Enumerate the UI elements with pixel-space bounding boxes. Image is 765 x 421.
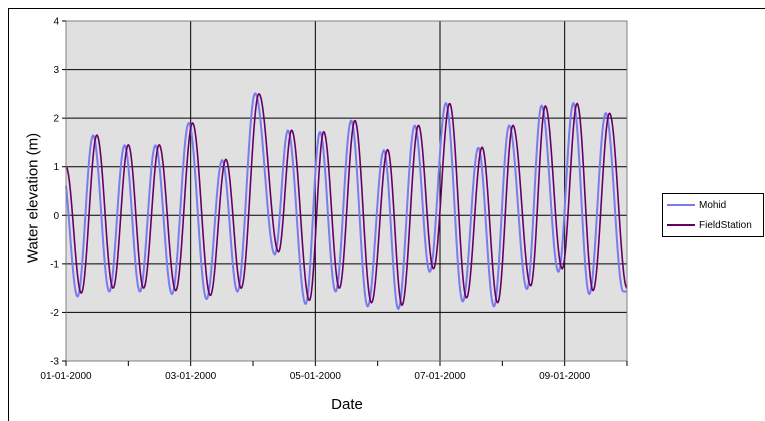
series-line-mohid [65,92,627,311]
x-axis-label: Date [331,396,363,413]
y-axis-label: Water elevation (m) [24,132,42,264]
x-tick-label: 05-01-2000 [290,371,342,382]
y-tick-label: -2 [50,308,59,319]
y-tick-label: 3 [53,65,59,76]
x-tick-label: 09-01-2000 [539,371,591,382]
plot-border [65,20,628,362]
y-tick-label: -3 [50,357,59,368]
legend-item-fieldstation: FieldStation [663,218,752,232]
x-axis-ticks: 01-01-2000 03-01-2000 05-01-2000 07-01-2000… [40,361,628,382]
series-layer [65,92,628,311]
plot-area [66,21,627,361]
legend-swatch-fieldstation [667,224,695,226]
y-axis-ticks: -3 -2 -1 0 1 2 3 4 [50,17,66,368]
x-tick-label: 03-01-2000 [165,371,217,382]
y-tick-label: 4 [53,17,59,28]
legend-label-mohid: Mohid [699,199,727,211]
x-tick-label: 01-01-2000 [40,371,92,382]
series-line-fieldstation [65,93,628,307]
y-tick-label: 2 [53,114,59,125]
chart-frame [8,8,765,421]
x-tick-label: 07-01-2000 [414,371,466,382]
y-tick-label: 0 [53,211,59,222]
legend-swatch-mohid [667,204,695,206]
legend-item-mohid: Mohid [663,198,726,212]
y-tick-label: -1 [50,259,59,270]
legend: Mohid FieldStation [662,193,764,237]
y-tick-label: 1 [53,162,59,173]
legend-label-fieldstation: FieldStation [699,219,752,231]
